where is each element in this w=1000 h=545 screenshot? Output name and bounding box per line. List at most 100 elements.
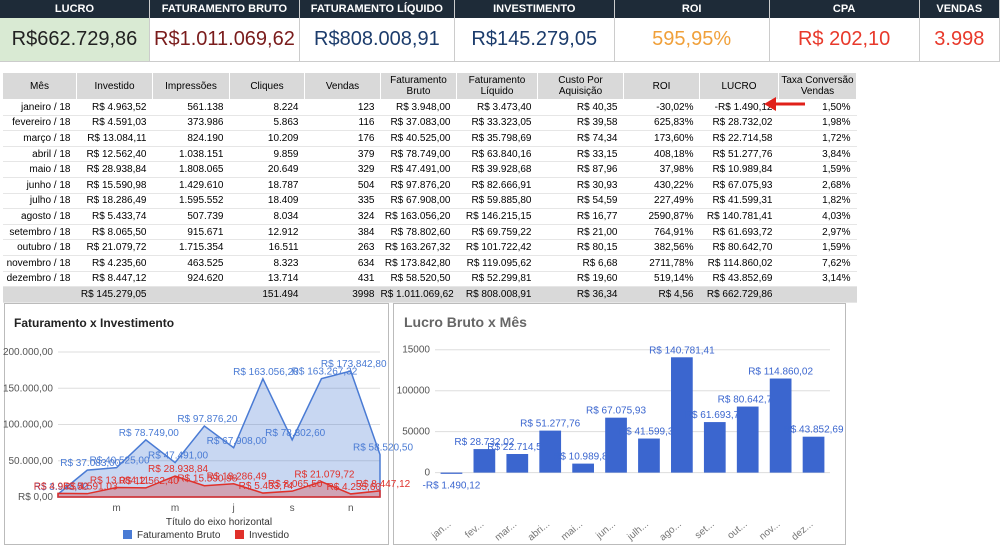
table-cell: 507.739 [152, 208, 230, 225]
data-label: R$ 12.562,40 [119, 476, 179, 487]
data-label: R$ 18.286,49 [207, 472, 267, 483]
data-label: R$ 58.520,50 [353, 443, 413, 454]
table-cell: abril / 18 [2, 146, 77, 163]
kpi-card: FATURAMENTO BRUTO R$1.011.069,62 [149, 0, 300, 62]
kpi-label: ROI [614, 0, 769, 18]
data-label: R$ 40.525,00 [90, 456, 150, 467]
data-label: R$ 4.963,52 [34, 481, 89, 492]
kpi-value: R$ 202,10 [769, 18, 919, 62]
x-tick-label: out... [726, 519, 750, 542]
table-cell: 373.986 [152, 115, 230, 132]
data-label: R$ 61.693,72 [685, 410, 745, 421]
table-cell: R$ 4.963,52 [76, 99, 153, 116]
table-cell: 5.863 [229, 115, 305, 132]
bar [506, 454, 529, 473]
table-cell: 764,91% [623, 224, 700, 241]
data-label: R$ 13.084,11 [90, 476, 150, 487]
table-cell: R$ 37.083,00 [380, 115, 457, 132]
table-cell: R$ 101.722,42 [456, 239, 538, 256]
table-cell: R$ 69.759,22 [456, 224, 538, 241]
table-cell: 123 [304, 99, 381, 116]
bar [605, 417, 627, 473]
table-cell: 1.038.151 [152, 146, 230, 163]
table-row: fevereiro / 18 R$ 4.591,03 373.986 5.863 116… [2, 115, 857, 132]
data-label: R$ 114.860,02 [748, 367, 813, 378]
kpi-card: CPA R$ 202,10 [769, 0, 920, 62]
table-cell: 173,60% [623, 130, 700, 147]
table-cell: 431 [304, 271, 381, 288]
totals-row: R$ 145.279,05 151.494 3998 R$ 1.011.069,62 R… [2, 286, 857, 303]
table-cell: 625,83% [623, 115, 700, 132]
data-label: R$ 78.749,00 [119, 428, 179, 439]
table-cell: R$ 4.235,60 [76, 255, 153, 272]
table-cell: R$ 97.876,20 [380, 177, 457, 194]
table-cell: R$ 22.714,58 [699, 130, 779, 147]
bar [802, 436, 825, 473]
x-tick-label: m [112, 503, 120, 514]
table-cell: 263 [304, 239, 381, 256]
column-header: Impressões [152, 72, 230, 100]
table-cell: 924.620 [152, 271, 230, 288]
table-cell: R$ 61.693,72 [699, 224, 779, 241]
table-cell: R$ 41.599,31 [699, 193, 779, 210]
x-tick-label: ago... [658, 519, 684, 544]
table-cell: R$ 140.781,41 [699, 208, 779, 225]
table-cell: R$ 40.525,00 [380, 130, 457, 147]
table-cell: R$ 163.056,20 [380, 208, 457, 225]
data-label: R$ 43.852,69 [784, 425, 844, 436]
table-cell: R$ 80,15 [537, 239, 624, 256]
x-tick-label: set... [693, 519, 717, 541]
table-cell: R$ 67.075,93 [699, 177, 779, 194]
table-cell: R$ 16,77 [537, 208, 624, 225]
table-cell: agosto / 18 [2, 208, 77, 225]
table-cell: R$ 21.079,72 [76, 239, 153, 256]
table-cell: R$ 43.852,69 [699, 271, 779, 288]
table-cell: 2,68% [778, 177, 857, 194]
x-tick-label: jan... [429, 519, 453, 542]
totals-cell: 3998 [304, 286, 381, 303]
data-label: R$ 51.277,76 [520, 419, 580, 430]
monthly-table: Mês Investido Impressões Cliques Vendas Fatur… [2, 72, 857, 303]
kpi-label: LUCRO [0, 0, 149, 18]
bar [539, 430, 562, 473]
table-cell: R$ 63.840,16 [456, 146, 538, 163]
table-cell: março / 18 [2, 130, 77, 147]
table-cell: R$ 47.491,00 [380, 161, 457, 178]
table-cell: 335 [304, 193, 381, 210]
totals-cell: R$ 808.008,91 [456, 286, 538, 303]
table-cell: 2,97% [778, 224, 857, 241]
data-label: R$ 67.908,00 [207, 436, 267, 447]
table-cell: dezembro / 18 [2, 271, 77, 288]
totals-cell: R$ 662.729,86 [699, 286, 779, 303]
table-row: março / 18 R$ 13.084,11 824.190 10.209 176 R$… [2, 130, 857, 147]
table-cell: 7,62% [778, 255, 857, 272]
totals-cell [152, 286, 230, 303]
table-cell: 463.525 [152, 255, 230, 272]
table-cell: R$ 28.938,84 [76, 161, 153, 178]
kpi-card: LUCRO R$662.729,86 [0, 0, 150, 62]
table-cell: maio / 18 [2, 161, 77, 178]
table-cell: 519,14% [623, 271, 700, 288]
table-cell: R$ 51.277,76 [699, 146, 779, 163]
totals-cell [2, 286, 77, 303]
table-cell: R$ 19,60 [537, 271, 624, 288]
totals-cell: 151.494 [229, 286, 305, 303]
kpi-card: FATURAMENTO LÍQUIDO R$808.008,91 [299, 0, 455, 62]
table-cell: 824.190 [152, 130, 230, 147]
table-row: dezembro / 18 R$ 8.447,12 924.620 13.714 431… [2, 271, 857, 288]
table-cell: 382,56% [623, 239, 700, 256]
table-cell: -30,02% [623, 99, 700, 116]
table-cell: R$ 54,59 [537, 193, 624, 210]
table-row: janeiro / 18 R$ 4.963,52 561.138 8.224 123 R$… [2, 99, 857, 116]
table-cell: R$ 52.299,81 [456, 271, 538, 288]
table-row: junho / 18 R$ 15.590,98 1.429.610 18.787 504… [2, 177, 857, 194]
table-cell: 12.912 [229, 224, 305, 241]
legend-swatch [123, 530, 132, 539]
kpi-card: VENDAS 3.998 [919, 0, 1000, 62]
table-cell: 1,98% [778, 115, 857, 132]
x-tick-label: dez... [790, 519, 816, 543]
table-row: novembro / 18 R$ 4.235,60 463.525 8.323 634 R… [2, 255, 857, 272]
data-label: R$ 10.989,84 [553, 452, 613, 463]
y-tick-label: 150.000,00 [3, 383, 53, 394]
